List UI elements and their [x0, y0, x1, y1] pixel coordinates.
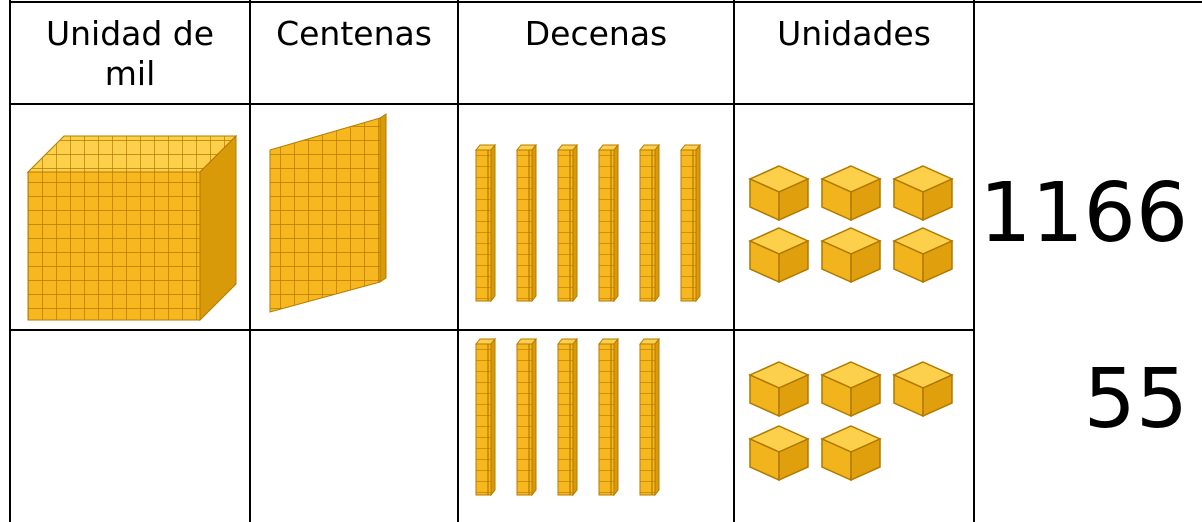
unit-cubes-row-1 [750, 166, 952, 282]
table-lines [9, 0, 1202, 522]
header-cell: Unidades [777, 14, 931, 53]
header-cell: Unidad de mil [45, 14, 215, 93]
number: 1166 [979, 166, 1188, 261]
header-cell: Centenas [276, 14, 432, 53]
header-cell: Decenas [524, 14, 668, 53]
unit-cubes-row-2 [750, 362, 952, 480]
ten-rods-row-1 [476, 145, 700, 301]
ten-rods-row-2 [476, 339, 659, 495]
thousand-cube [26, 134, 238, 322]
hundred-flat [269, 113, 387, 313]
number: 55 [1083, 352, 1188, 447]
